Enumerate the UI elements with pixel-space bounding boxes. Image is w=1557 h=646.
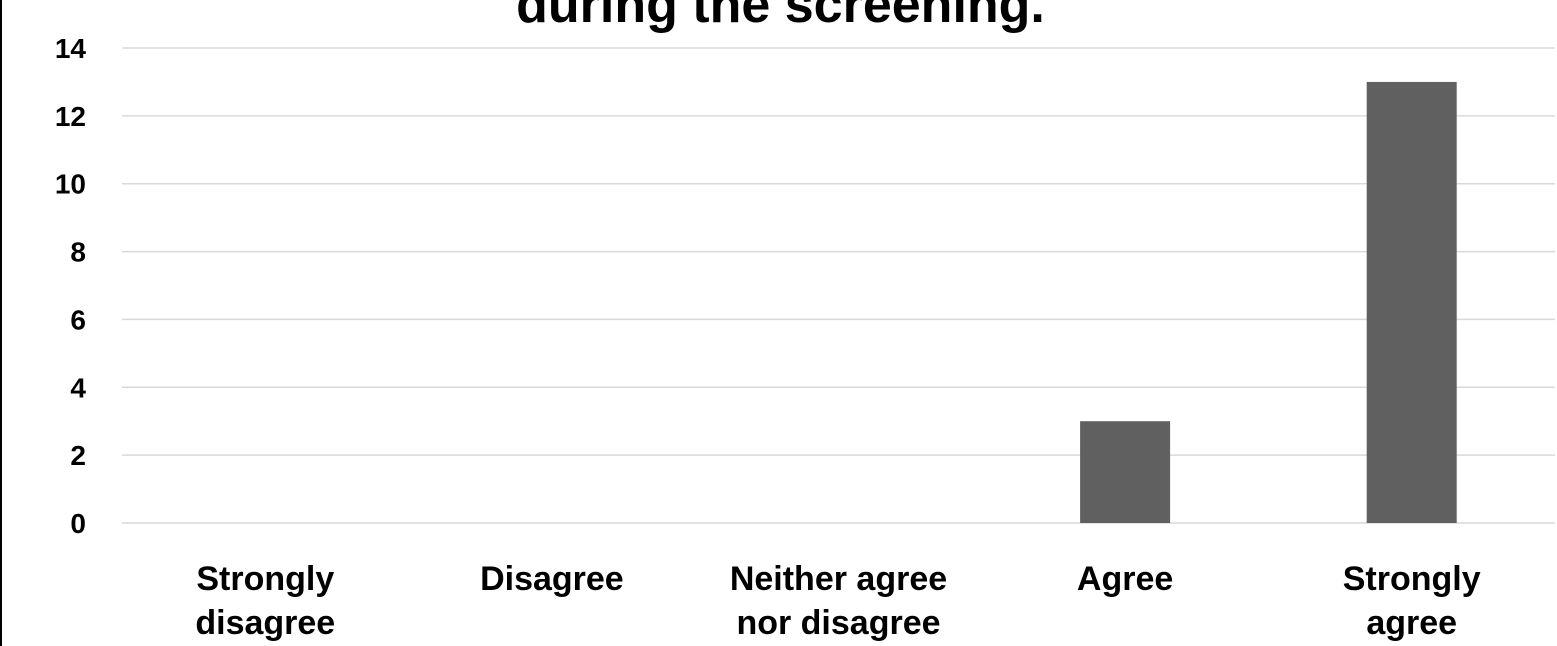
y-tick-label: 8 <box>70 237 86 268</box>
bar-4 <box>1366 81 1457 523</box>
x-category-label: Agree <box>1077 560 1173 598</box>
y-axis-ticks: 0 2 4 6 8 10 12 14 <box>55 33 87 539</box>
bar-3 <box>1080 421 1171 523</box>
x-category-label: disagree <box>195 604 335 642</box>
x-category-label: nor disagree <box>736 604 940 642</box>
x-category-label: Strongly <box>196 560 334 598</box>
y-tick-label: 0 <box>70 508 86 539</box>
x-category-label: agree <box>1366 604 1457 642</box>
chart-title: during the screening. <box>516 0 1045 34</box>
y-tick-label: 6 <box>70 304 86 335</box>
x-axis-categories: Strongly disagree Disagree Neither agree nor… <box>195 560 1480 642</box>
y-tick-label: 2 <box>70 440 86 471</box>
y-tick-label: 10 <box>55 169 86 200</box>
x-category-label: Strongly <box>1343 560 1481 598</box>
x-category-label: Neither agree <box>730 560 947 598</box>
y-tick-label: 14 <box>55 33 87 64</box>
gridlines <box>122 47 1555 524</box>
x-category-label: Disagree <box>480 560 624 598</box>
y-tick-label: 12 <box>55 101 86 132</box>
bars <box>1080 81 1457 523</box>
y-tick-label: 4 <box>70 372 86 403</box>
